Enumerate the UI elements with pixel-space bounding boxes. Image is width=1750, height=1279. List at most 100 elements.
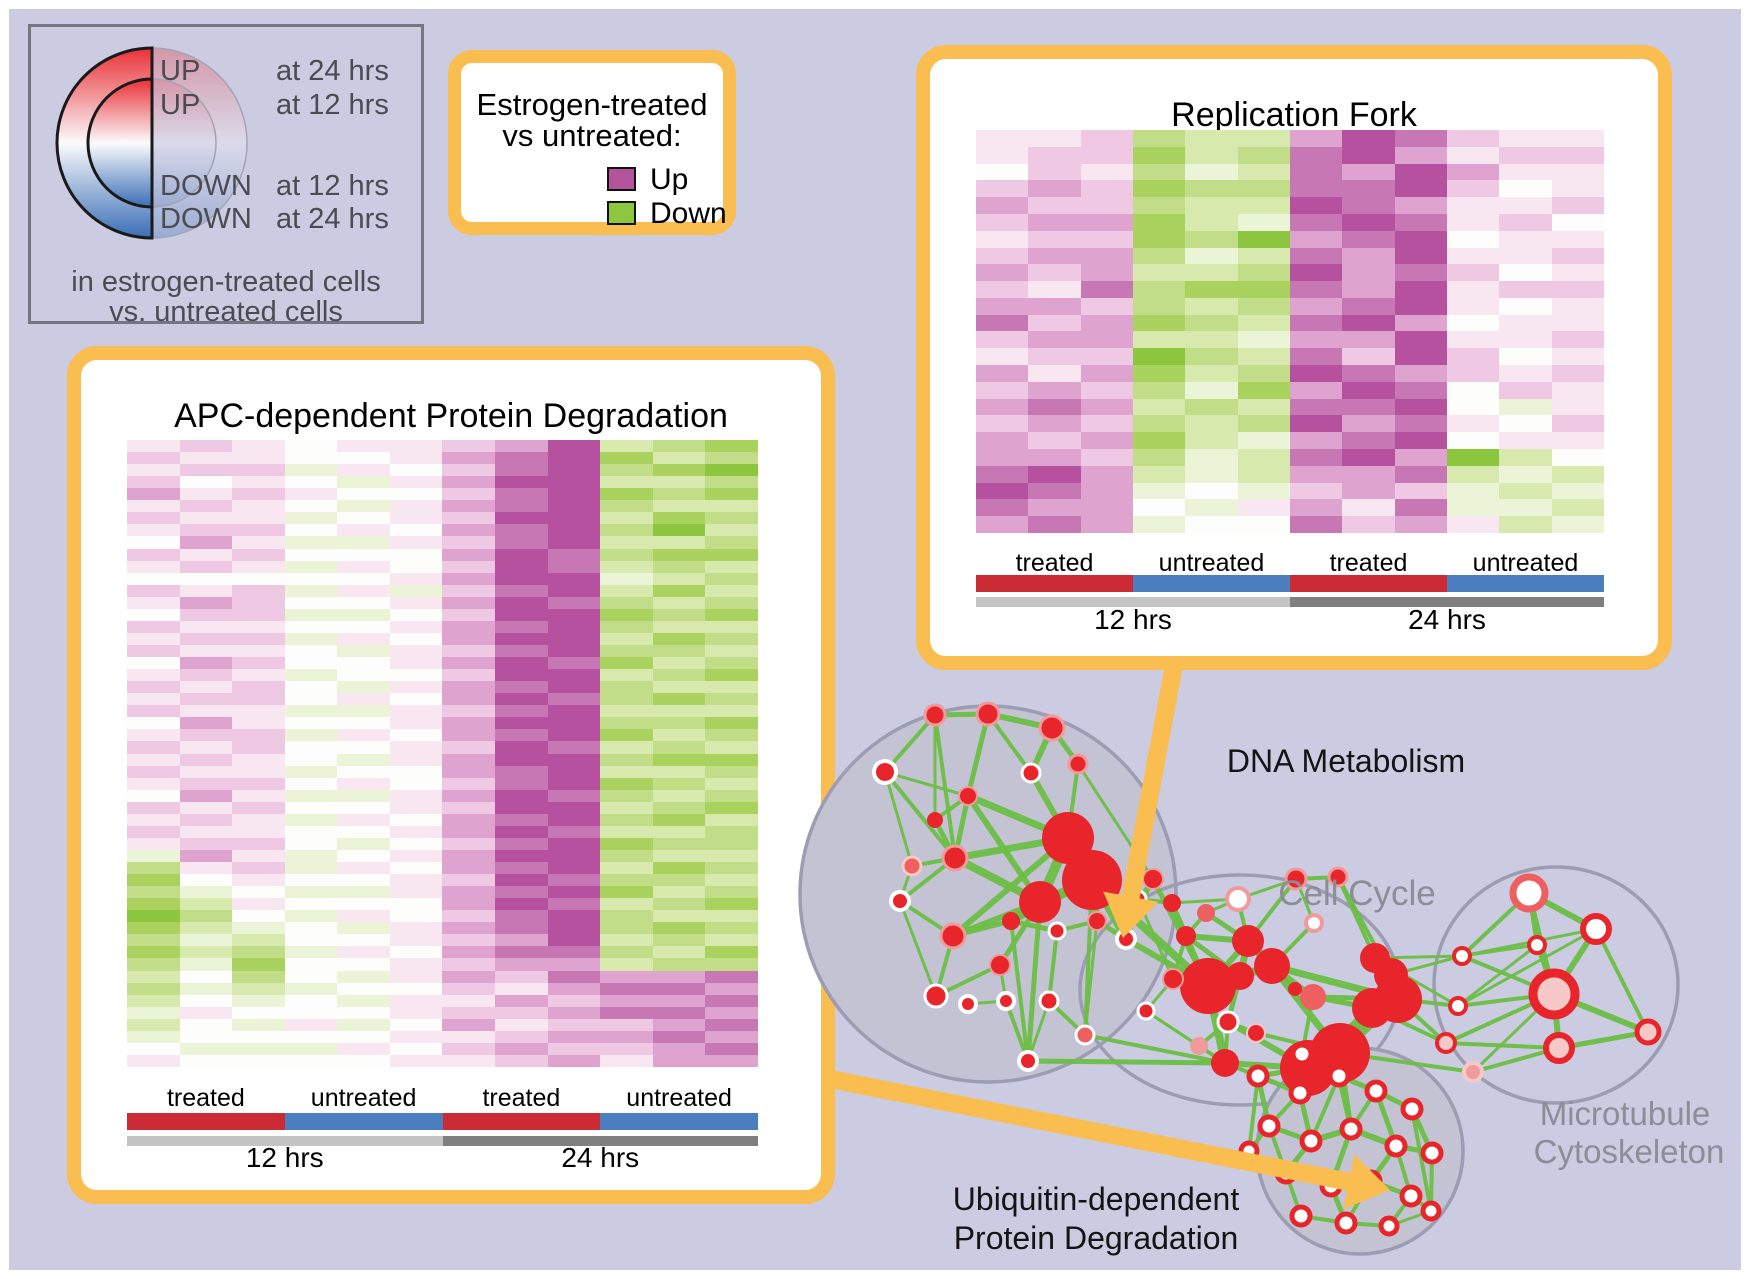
network-edge — [933, 713, 957, 860]
heatmap-cell — [1446, 465, 1500, 483]
heatmap-cell — [1289, 432, 1343, 450]
heatmap-cell — [1028, 331, 1081, 349]
heatmap-cell — [705, 584, 758, 597]
network-node — [1452, 946, 1472, 966]
heatmap-cell — [495, 464, 548, 477]
heatmap-cell — [1237, 482, 1290, 500]
heatmap-cell — [1132, 348, 1186, 366]
heatmap-cell — [337, 1030, 390, 1043]
network-node — [1448, 996, 1468, 1016]
heatmap-cell — [337, 777, 390, 790]
heatmap-cell — [705, 717, 758, 730]
ring-legend-box — [28, 24, 424, 324]
heatmap-cell — [1185, 130, 1238, 147]
heatmap-cell — [1446, 247, 1500, 265]
heatmap-cell — [652, 825, 706, 838]
heatmap-cell — [705, 608, 758, 621]
heatmap-cell — [547, 982, 601, 995]
heatmap-cell — [652, 741, 706, 754]
heatmap-cell — [232, 693, 285, 706]
heatmap-cell — [495, 512, 548, 525]
heatmap-cell — [547, 813, 601, 826]
callout-arrow-shaft-1 — [828, 1070, 1365, 1194]
heatmap-cell — [1132, 230, 1186, 248]
heatmap-cell — [442, 560, 496, 573]
heatmap-cell — [1394, 130, 1447, 147]
label-dna-metabolism: DNA Metabolism — [1227, 743, 1465, 779]
heatmap-cell — [495, 837, 548, 850]
heatmap-cell — [127, 644, 180, 658]
heatmap-cell — [232, 934, 285, 947]
heatmap-cell — [337, 729, 390, 742]
heatmap-cell — [1499, 281, 1552, 298]
heatmap-cell — [127, 813, 180, 826]
heatmap-cell — [547, 922, 601, 935]
heatmap-cell — [1394, 465, 1447, 483]
heatmap-cell — [976, 398, 1029, 416]
apc-treated-bar-0 — [127, 1113, 285, 1130]
heatmap-cell — [1132, 130, 1186, 147]
heatmap-cell — [1446, 163, 1500, 181]
heatmap-cell — [1394, 247, 1447, 265]
network-node — [923, 983, 949, 1009]
heatmap-cell — [705, 874, 758, 887]
heatmap-cell — [1551, 482, 1604, 500]
heatmap-cell — [495, 849, 548, 863]
network-node — [1038, 990, 1060, 1012]
heatmap-cell — [1551, 499, 1604, 517]
heatmap-cell — [1132, 146, 1186, 164]
heatmap-cell — [284, 620, 338, 633]
heatmap-cell — [547, 717, 601, 730]
heatmap-cell — [179, 1030, 233, 1043]
heatmap-cell — [652, 934, 706, 947]
heatmap-cell — [127, 536, 180, 549]
heatmap-cell — [337, 862, 390, 875]
heatmap-cell — [1185, 314, 1238, 332]
heatmap-cell — [442, 922, 496, 935]
network-node — [1197, 904, 1215, 922]
heatmap-cell — [495, 898, 548, 911]
heatmap-cell — [600, 452, 653, 465]
heatmap-cell — [284, 729, 338, 742]
heatmap-cell — [284, 500, 338, 513]
heatmap-cell — [1185, 213, 1238, 231]
network-edge — [898, 899, 938, 998]
network-node — [1543, 1032, 1575, 1064]
heatmap-cell — [127, 669, 180, 682]
heatmap-cell — [1394, 432, 1447, 450]
heatmap-cell — [232, 1054, 285, 1067]
heatmap-cell — [442, 862, 496, 875]
heatmap-cell — [495, 681, 548, 694]
heatmap-cell — [1289, 213, 1343, 231]
heatmap-cell — [1342, 398, 1395, 416]
heatmap-cell — [600, 753, 653, 766]
heatmap-cell — [337, 512, 390, 525]
heatmap-cell — [652, 837, 706, 850]
heatmap-cell — [1342, 314, 1395, 332]
heatmap-cell — [284, 946, 338, 959]
heatmap-cell — [442, 512, 496, 525]
heatmap-cell — [232, 548, 285, 561]
heatmap-cell — [389, 1030, 443, 1043]
rf-time-bar-1 — [1290, 597, 1604, 607]
heatmap-cell — [547, 753, 601, 766]
heatmap-cell — [495, 440, 548, 453]
heatmap-cell — [547, 801, 601, 814]
heatmap-cell — [705, 500, 758, 513]
heatmap-cell — [705, 741, 758, 754]
rf-sample-label-1: untreated — [1158, 549, 1265, 577]
heatmap-cell — [705, 1042, 758, 1055]
heatmap-cell — [705, 789, 758, 802]
heatmap-cell — [1551, 465, 1604, 483]
heatmap-cell — [389, 874, 443, 887]
heatmap-cell — [284, 1030, 338, 1043]
heatmap-cell — [1499, 331, 1552, 349]
heatmap-cell — [547, 970, 601, 983]
heatmap-cell — [652, 717, 706, 730]
heatmap-cell — [705, 849, 758, 863]
heatmap-cell — [1080, 449, 1133, 466]
heatmap-cell — [179, 837, 233, 850]
ring-row-dir-3: DOWN — [160, 203, 252, 235]
heatmap-cell — [442, 1018, 496, 1031]
heatmap-cell — [1394, 415, 1447, 433]
